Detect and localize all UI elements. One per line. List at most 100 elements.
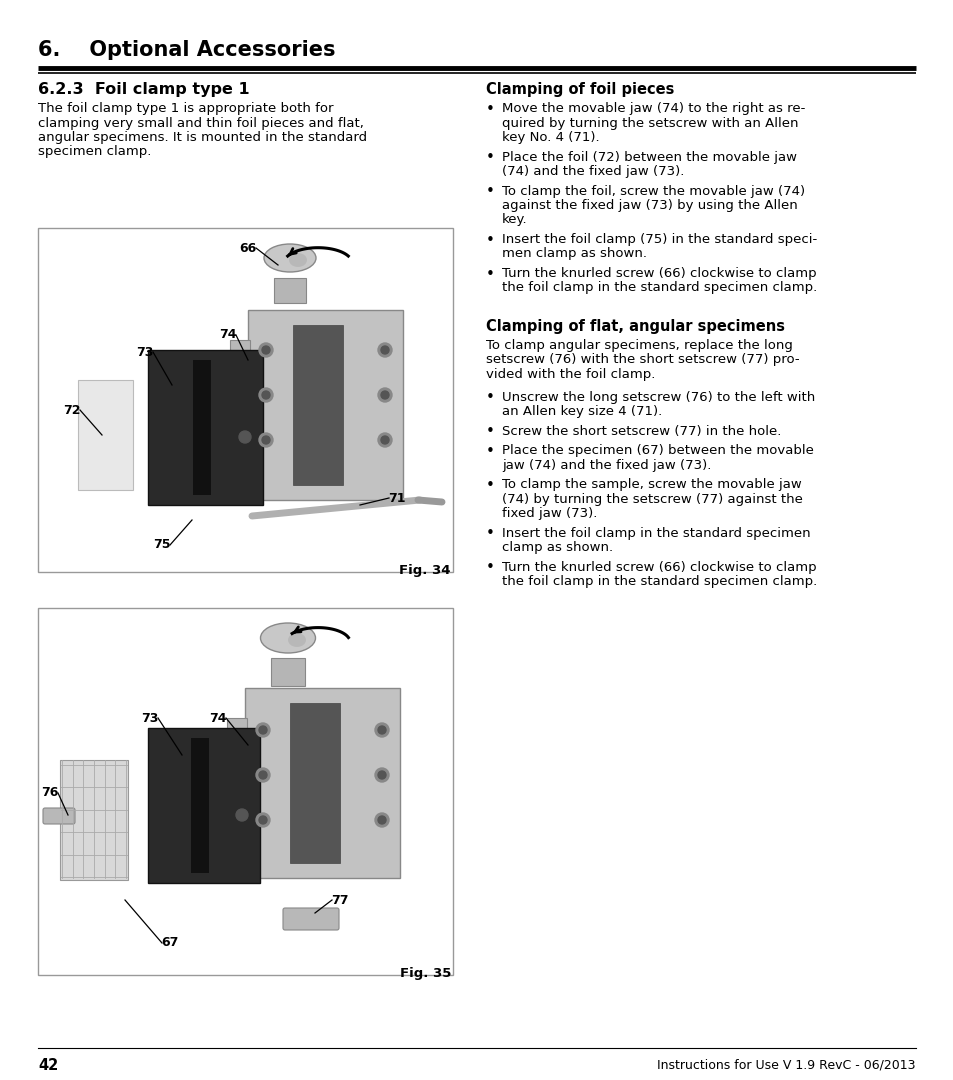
Text: Clamping of flat, angular specimens: Clamping of flat, angular specimens <box>485 319 784 334</box>
Circle shape <box>262 436 270 444</box>
Text: key.: key. <box>501 214 527 227</box>
Circle shape <box>377 433 392 447</box>
Text: The foil clamp type 1 is appropriate both for: The foil clamp type 1 is appropriate bot… <box>38 102 334 114</box>
Text: Fig. 34: Fig. 34 <box>399 564 451 577</box>
Text: Insert the foil clamp (75) in the standard speci-: Insert the foil clamp (75) in the standa… <box>501 233 817 246</box>
Text: 74: 74 <box>209 712 227 725</box>
Text: clamping very small and thin foil pieces and flat,: clamping very small and thin foil pieces… <box>38 117 363 130</box>
Ellipse shape <box>260 623 315 653</box>
Text: To clamp angular specimens, replace the long: To clamp angular specimens, replace the … <box>485 339 792 352</box>
FancyBboxPatch shape <box>293 325 343 485</box>
Text: men clamp as shown.: men clamp as shown. <box>501 247 646 260</box>
Text: •: • <box>485 150 495 165</box>
Text: •: • <box>485 561 495 576</box>
Text: •: • <box>485 185 495 200</box>
Text: vided with the foil clamp.: vided with the foil clamp. <box>485 368 655 381</box>
FancyBboxPatch shape <box>193 360 211 495</box>
Text: Instructions for Use V 1.9 RevC - 06/2013: Instructions for Use V 1.9 RevC - 06/201… <box>657 1058 915 1071</box>
Text: Screw the short setscrew (77) in the hole.: Screw the short setscrew (77) in the hol… <box>501 424 781 437</box>
Text: clamp as shown.: clamp as shown. <box>501 541 613 554</box>
Text: Unscrew the long setscrew (76) to the left with: Unscrew the long setscrew (76) to the le… <box>501 391 815 404</box>
Text: 67: 67 <box>161 936 178 949</box>
Text: Insert the foil clamp in the standard specimen: Insert the foil clamp in the standard sp… <box>501 526 810 540</box>
Text: Place the specimen (67) between the movable: Place the specimen (67) between the mova… <box>501 444 813 457</box>
Text: 73: 73 <box>136 346 153 359</box>
Text: •: • <box>485 424 495 440</box>
Text: Move the movable jaw (74) to the right as re-: Move the movable jaw (74) to the right a… <box>501 102 804 114</box>
Text: Place the foil (72) between the movable jaw: Place the foil (72) between the movable … <box>501 150 796 163</box>
Text: 66: 66 <box>239 242 256 255</box>
Circle shape <box>375 723 389 737</box>
Text: To clamp the foil, screw the movable jaw (74): To clamp the foil, screw the movable jaw… <box>501 185 804 198</box>
Text: key No. 4 (71).: key No. 4 (71). <box>501 131 599 144</box>
Text: quired by turning the setscrew with an Allen: quired by turning the setscrew with an A… <box>501 117 798 130</box>
Circle shape <box>377 816 386 824</box>
Text: •: • <box>485 391 495 405</box>
FancyBboxPatch shape <box>43 808 75 824</box>
Circle shape <box>258 388 273 402</box>
FancyBboxPatch shape <box>274 278 306 303</box>
Text: 73: 73 <box>141 712 158 725</box>
FancyBboxPatch shape <box>227 718 247 858</box>
Circle shape <box>258 771 267 779</box>
Circle shape <box>377 771 386 779</box>
Text: fixed jaw (73).: fixed jaw (73). <box>501 507 597 519</box>
FancyBboxPatch shape <box>148 350 263 505</box>
Text: 42: 42 <box>38 1058 58 1074</box>
Circle shape <box>375 813 389 827</box>
Text: Clamping of foil pieces: Clamping of foil pieces <box>485 82 674 97</box>
FancyBboxPatch shape <box>78 380 132 490</box>
Text: 6.2.3  Foil clamp type 1: 6.2.3 Foil clamp type 1 <box>38 82 250 97</box>
Circle shape <box>377 343 392 357</box>
Circle shape <box>258 343 273 357</box>
Text: Fig. 35: Fig. 35 <box>399 967 451 980</box>
Circle shape <box>258 816 267 824</box>
FancyBboxPatch shape <box>191 738 209 873</box>
Circle shape <box>380 391 389 399</box>
Text: an Allen key size 4 (71).: an Allen key size 4 (71). <box>501 405 661 418</box>
Text: 75: 75 <box>153 539 171 552</box>
Text: To clamp the sample, screw the movable jaw: To clamp the sample, screw the movable j… <box>501 478 801 491</box>
Bar <box>38 228 453 572</box>
Text: jaw (74) and the fixed jaw (73).: jaw (74) and the fixed jaw (73). <box>501 459 711 472</box>
Circle shape <box>258 726 267 734</box>
Text: the foil clamp in the standard specimen clamp.: the foil clamp in the standard specimen … <box>501 282 817 295</box>
Text: •: • <box>485 444 495 459</box>
Text: angular specimens. It is mounted in the standard: angular specimens. It is mounted in the … <box>38 131 367 144</box>
Text: •: • <box>485 526 495 541</box>
FancyBboxPatch shape <box>245 688 399 878</box>
Circle shape <box>258 433 273 447</box>
Circle shape <box>255 768 270 782</box>
Text: 74: 74 <box>219 328 236 341</box>
FancyBboxPatch shape <box>60 760 128 880</box>
Circle shape <box>375 768 389 782</box>
Text: •: • <box>485 267 495 282</box>
Text: 72: 72 <box>63 404 81 417</box>
Text: specimen clamp.: specimen clamp. <box>38 146 152 159</box>
Text: 6.    Optional Accessories: 6. Optional Accessories <box>38 40 335 60</box>
FancyBboxPatch shape <box>271 658 305 686</box>
Ellipse shape <box>289 253 307 267</box>
Circle shape <box>262 346 270 354</box>
FancyBboxPatch shape <box>148 728 260 883</box>
FancyBboxPatch shape <box>230 340 250 480</box>
Text: (74) by turning the setscrew (77) against the: (74) by turning the setscrew (77) agains… <box>501 492 802 505</box>
Text: •: • <box>485 102 495 117</box>
Text: Turn the knurled screw (66) clockwise to clamp: Turn the knurled screw (66) clockwise to… <box>501 561 816 573</box>
Text: •: • <box>485 478 495 492</box>
Text: •: • <box>485 233 495 248</box>
Text: setscrew (76) with the short setscrew (77) pro-: setscrew (76) with the short setscrew (7… <box>485 353 799 366</box>
Circle shape <box>262 391 270 399</box>
Circle shape <box>380 436 389 444</box>
Circle shape <box>239 431 251 443</box>
Circle shape <box>377 388 392 402</box>
Text: 76: 76 <box>41 786 59 799</box>
FancyBboxPatch shape <box>290 703 339 863</box>
Text: (74) and the fixed jaw (73).: (74) and the fixed jaw (73). <box>501 165 683 178</box>
Bar <box>38 608 453 975</box>
Text: 71: 71 <box>388 491 405 504</box>
Text: 77: 77 <box>331 893 349 906</box>
FancyBboxPatch shape <box>248 310 402 500</box>
Circle shape <box>380 346 389 354</box>
Ellipse shape <box>288 633 306 647</box>
